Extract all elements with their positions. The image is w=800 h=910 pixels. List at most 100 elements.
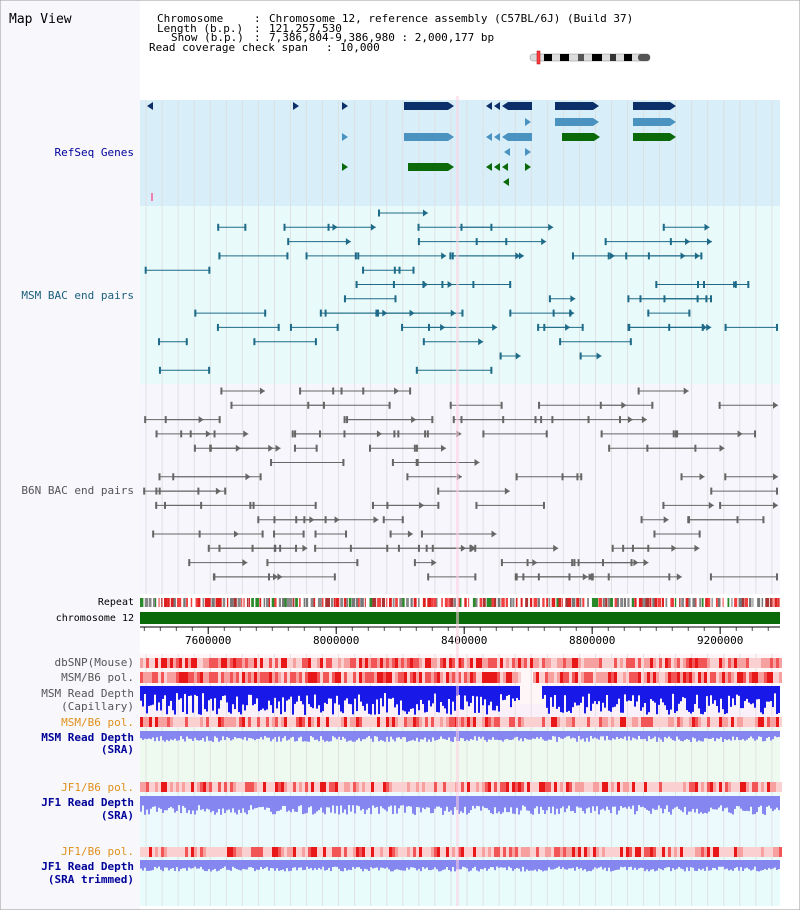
bac-end-pair[interactable]	[144, 416, 221, 424]
refseq-gene[interactable]	[525, 148, 531, 156]
refseq-gene[interactable]	[508, 102, 532, 110]
bac-end-pair[interactable]	[216, 323, 280, 331]
bac-end-pair[interactable]	[427, 573, 477, 581]
refseq-gene[interactable]	[342, 163, 348, 171]
refseq-gene[interactable]	[508, 133, 532, 141]
bac-end-pair[interactable]	[207, 544, 298, 552]
jf1-depth-label[interactable]: JF1 Read Depth	[41, 796, 134, 809]
msm-depth-sra-label[interactable]: MSM Read Depth	[41, 731, 134, 744]
dbsnp-label[interactable]: dbSNP(Mouse)	[55, 656, 134, 669]
bac-end-pair[interactable]	[687, 516, 765, 524]
jf1-depth-trim-label[interactable]: JF1 Read Depth	[41, 860, 134, 873]
refseq-gene[interactable]	[525, 163, 531, 171]
bac-end-pair[interactable]	[266, 559, 359, 567]
bac-end-pair[interactable]	[382, 516, 404, 524]
bac-end-pair[interactable]	[155, 430, 249, 438]
bac-end-pair[interactable]	[637, 387, 689, 395]
bac-end-pair[interactable]	[416, 459, 480, 466]
refseq-gene[interactable]	[503, 178, 509, 186]
msm-bac-pairs[interactable]	[144, 209, 778, 374]
refseq-gene[interactable]	[486, 102, 492, 110]
bac-end-pair[interactable]	[663, 295, 699, 303]
bac-end-pair[interactable]	[393, 430, 429, 438]
msm-depth-cap-label[interactable]: MSM Read Depth	[41, 687, 134, 700]
bac-end-pair[interactable]	[253, 338, 317, 346]
msm-b6-pol-sra-label[interactable]: MSM/B6 pol.	[61, 716, 134, 729]
bac-end-pair[interactable]	[188, 559, 248, 567]
bac-end-pair[interactable]	[158, 338, 188, 346]
bac-end-pair[interactable]	[413, 559, 437, 567]
jf1-b6-pol-2-label[interactable]: JF1/B6 pol.	[61, 845, 134, 858]
bac-end-pair[interactable]	[719, 501, 778, 509]
refseq-gene[interactable]	[525, 118, 531, 126]
bac-end-pair[interactable]	[314, 530, 348, 538]
bac-end-pair[interactable]	[303, 516, 379, 524]
ideogram-position-marker[interactable]	[536, 50, 541, 65]
bac-end-pair[interactable]	[559, 338, 632, 346]
bac-end-pair[interactable]	[631, 544, 700, 552]
bac-end-pair[interactable]	[158, 473, 251, 481]
refseq-gene[interactable]	[147, 102, 153, 110]
refseq-gene[interactable]	[342, 102, 348, 110]
jf1-b6-pol-label[interactable]: JF1/B6 pol.	[61, 781, 134, 794]
refseq-gene[interactable]	[633, 133, 670, 141]
bac-end-pair[interactable]	[401, 323, 446, 331]
refseq-gene[interactable]	[486, 133, 492, 141]
bac-end-pair[interactable]	[571, 252, 615, 260]
bac-end-pair[interactable]	[449, 252, 524, 260]
bac-end-pair[interactable]	[680, 473, 705, 481]
bac-end-pair[interactable]	[389, 530, 413, 538]
bac-end-pair[interactable]	[653, 530, 701, 538]
bac-end-pair[interactable]	[158, 366, 211, 374]
bac-end-pair[interactable]	[293, 444, 318, 452]
bac-end-pair[interactable]	[724, 323, 778, 331]
bac-end-pair[interactable]	[710, 487, 778, 495]
refseq-genes-label[interactable]: RefSeq Genes	[55, 146, 134, 159]
bac-end-pair[interactable]	[625, 252, 700, 260]
bac-end-pair[interactable]	[273, 530, 305, 538]
bac-end-pair[interactable]	[270, 459, 345, 466]
bac-end-pair[interactable]	[475, 501, 545, 509]
bac-end-pair[interactable]	[460, 223, 554, 231]
bac-end-pair[interactable]	[220, 387, 265, 395]
refseq-gene[interactable]	[633, 102, 670, 110]
bac-end-pair[interactable]	[415, 366, 493, 374]
bac-end-pair[interactable]	[618, 416, 647, 424]
bac-end-pair[interactable]	[155, 501, 203, 509]
bac-end-pair[interactable]	[437, 487, 510, 495]
bac-end-pair[interactable]	[591, 573, 671, 581]
bac-end-pair[interactable]	[249, 501, 317, 509]
refseq-gene[interactable]	[408, 163, 448, 171]
bac-end-pair[interactable]	[668, 323, 712, 331]
bac-end-pair[interactable]	[415, 444, 447, 452]
bac-end-pair[interactable]	[362, 266, 401, 274]
refseq-gene[interactable]	[562, 133, 594, 141]
b6n-bac-pairs[interactable]	[143, 387, 778, 581]
bac-end-pair[interactable]	[283, 223, 338, 231]
refseq-gene[interactable]	[404, 102, 448, 110]
bac-end-pair[interactable]	[422, 338, 484, 346]
bac-end-pair[interactable]	[640, 516, 669, 524]
refseq-gene[interactable]	[504, 148, 510, 156]
bac-end-pair[interactable]	[194, 309, 267, 317]
bac-end-pair[interactable]	[709, 573, 778, 581]
bac-end-pair[interactable]	[307, 401, 391, 409]
bac-end-pair[interactable]	[268, 573, 336, 581]
msm-b6-pol-label[interactable]: MSM/B6 pol.	[61, 671, 134, 684]
bac-end-pair[interactable]	[452, 416, 543, 424]
refseq-gene[interactable]	[151, 193, 153, 201]
bac-end-pair[interactable]	[577, 559, 639, 567]
chromosome-ideogram[interactable]	[529, 50, 651, 65]
bac-end-pair[interactable]	[417, 238, 508, 246]
refseq-gene[interactable]	[555, 102, 593, 110]
bac-end-pair[interactable]	[499, 352, 521, 360]
bac-end-pair[interactable]	[469, 544, 559, 552]
bac-end-pair[interactable]	[378, 209, 428, 217]
bac-end-pair[interactable]	[209, 444, 281, 452]
bac-end-pair[interactable]	[561, 473, 583, 481]
bac-end-pair[interactable]	[218, 252, 289, 260]
bac-end-pair[interactable]	[515, 573, 571, 581]
bac-end-pair[interactable]	[343, 416, 417, 424]
refseq-gene[interactable]	[293, 102, 299, 110]
refseq-gene[interactable]	[342, 133, 348, 141]
